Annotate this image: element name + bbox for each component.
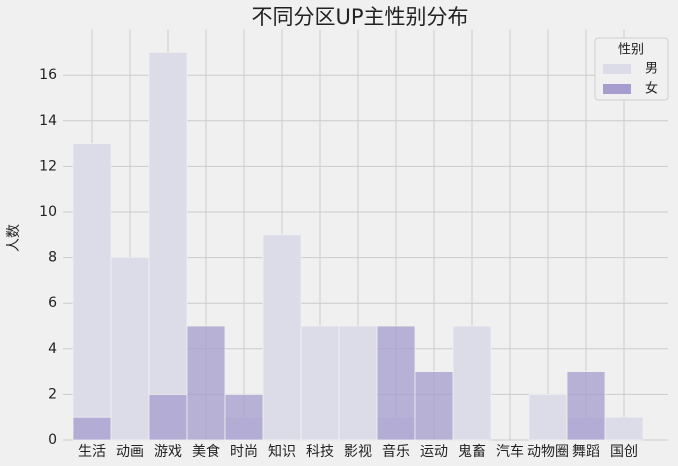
- bar: [376, 325, 416, 441]
- bar: [300, 325, 340, 441]
- y-tick-label: 6: [48, 295, 57, 311]
- x-tick-label: 汽车: [496, 443, 524, 460]
- bar: [528, 393, 568, 441]
- y-tick-label: 16: [39, 67, 57, 83]
- bar: [186, 325, 226, 441]
- bar: [604, 416, 644, 441]
- y-tick-label: 0: [48, 432, 57, 448]
- y-axis-label: 人数: [6, 224, 22, 252]
- x-tick-label: 游戏: [154, 444, 182, 460]
- bar: [110, 257, 150, 441]
- x-tick-label: 舞蹈: [572, 444, 600, 460]
- y-tick-label: 12: [39, 158, 57, 174]
- bar: [414, 371, 454, 441]
- x-tick-label: 音乐: [382, 443, 410, 460]
- x-tick-label: 运动: [420, 444, 448, 460]
- x-tick-label: 时尚: [230, 444, 258, 460]
- legend-label: 男: [645, 62, 658, 77]
- bar: [72, 143, 112, 441]
- legend-swatch: [603, 64, 631, 74]
- legend-swatch: [603, 84, 631, 94]
- x-tick-label: 科技: [306, 444, 334, 460]
- bar: [452, 325, 492, 441]
- y-tick-label: 2: [48, 386, 57, 402]
- legend-title: 性别: [618, 43, 644, 58]
- x-tick-label: 知识: [268, 443, 296, 460]
- y-tick-label: 4: [48, 341, 57, 357]
- bar: [338, 325, 378, 441]
- bar: [566, 371, 606, 441]
- y-tick-label: 10: [39, 204, 57, 220]
- y-tick-label: 8: [48, 250, 57, 266]
- bar: [224, 393, 264, 441]
- x-tick-label: 鬼畜: [458, 444, 486, 460]
- legend-label: 女: [645, 81, 658, 97]
- x-tick-label: 生活: [78, 444, 106, 460]
- x-tick-label: 美食: [192, 443, 220, 460]
- chart-title: 不同分区UP主性别分布: [251, 5, 468, 29]
- labels: 0 2 4 6 8 10 12 14 16 生活 动画 游戏 美食 时尚 知识 科技 影视 音乐 运动 鬼畜 汽车 动物圈…: [39, 67, 638, 460]
- y-tick-label: 14: [39, 113, 57, 129]
- bar: [262, 234, 302, 441]
- bar: [148, 393, 188, 441]
- bar: [72, 416, 112, 441]
- bar: [148, 52, 188, 441]
- x-tick-label: 国创: [610, 444, 638, 460]
- x-tick-label: 动画: [116, 444, 144, 460]
- x-tick-label: 动物圈: [527, 444, 569, 460]
- bars: [72, 52, 644, 441]
- x-tick-label: 影视: [344, 444, 372, 460]
